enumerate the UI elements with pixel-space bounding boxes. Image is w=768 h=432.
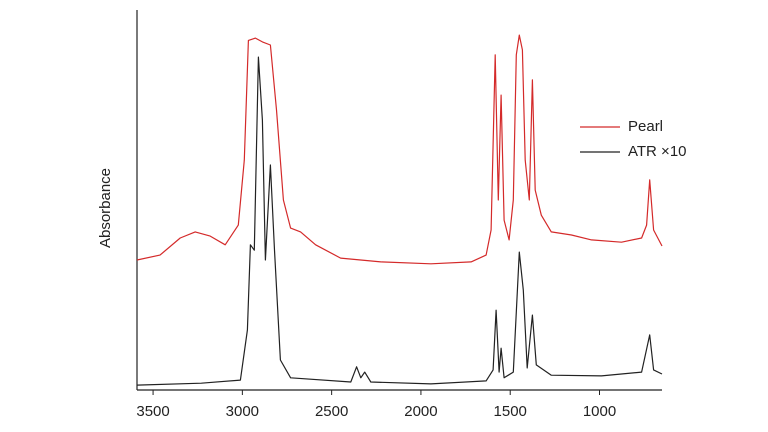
series-line xyxy=(136,56,663,386)
legend-label: ATR ×10 xyxy=(628,143,687,160)
series-line xyxy=(136,34,663,265)
x-tick-label: 3500 xyxy=(136,403,169,420)
x-tick-label: 1000 xyxy=(583,403,616,420)
x-tick-label: 2000 xyxy=(404,403,437,420)
legend-label: Pearl xyxy=(628,118,663,135)
x-tick-label: 3000 xyxy=(226,403,259,420)
x-tick-label: 2500 xyxy=(315,403,348,420)
x-tick-label: 1500 xyxy=(494,403,527,420)
y-axis-label: Absorbance xyxy=(97,168,114,248)
